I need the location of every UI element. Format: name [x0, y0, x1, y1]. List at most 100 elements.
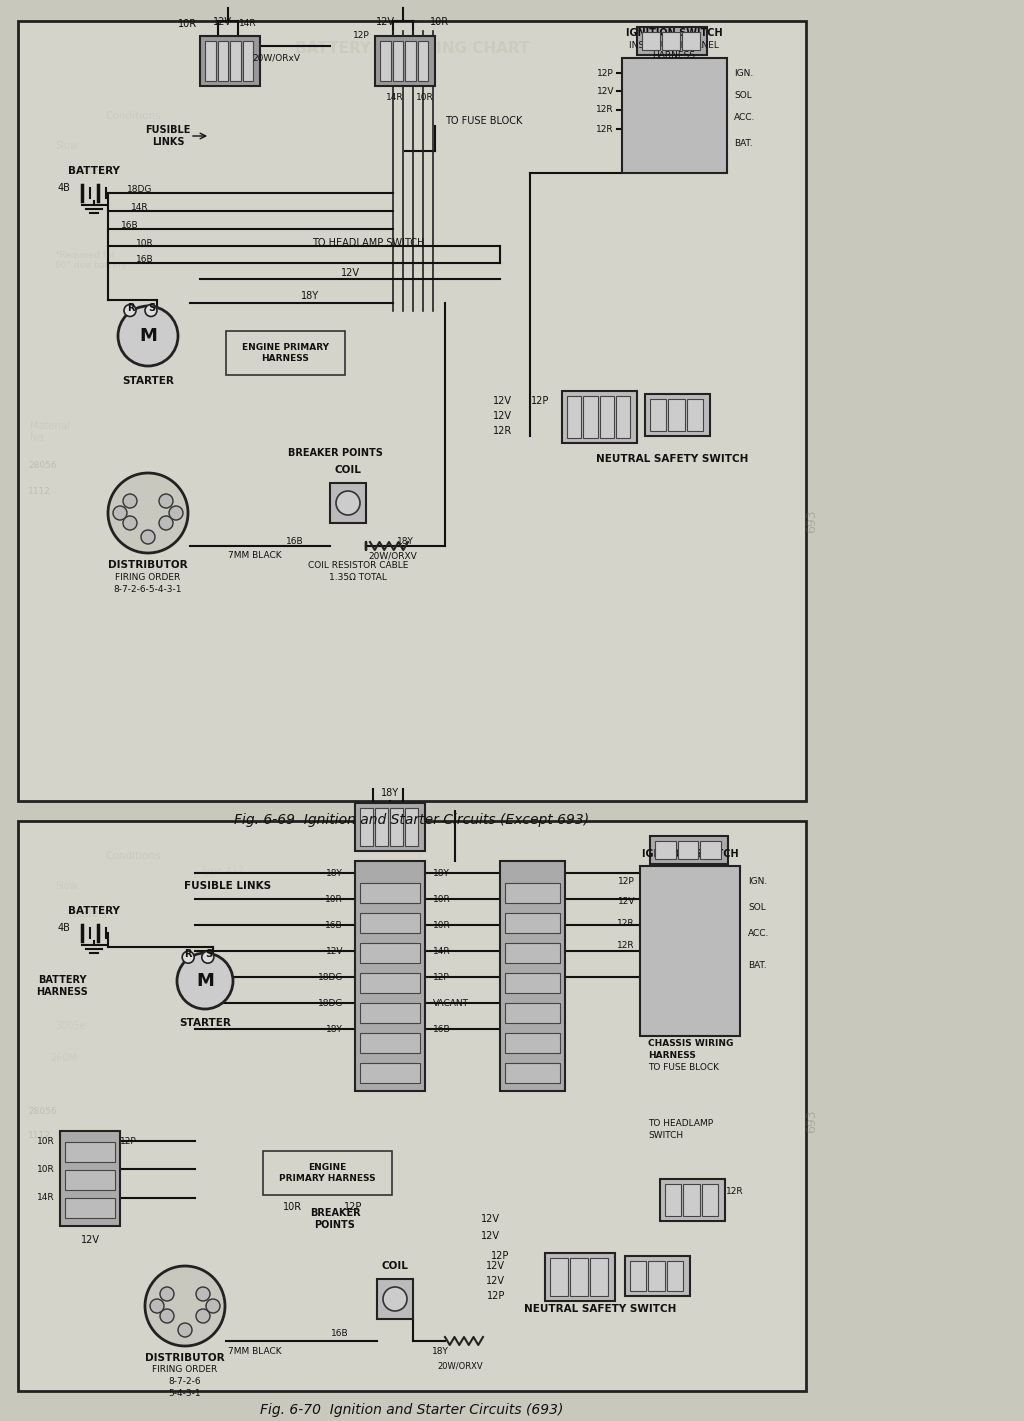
Bar — [355, 861, 425, 1091]
Bar — [648, 1260, 665, 1292]
Text: IGNITION SWITCH: IGNITION SWITCH — [626, 28, 722, 38]
Bar — [637, 27, 707, 55]
Text: R: R — [184, 949, 191, 959]
Text: 5-4-3-1: 5-4-3-1 — [169, 1390, 202, 1398]
Text: ENGINE
PRIMARY HARNESS: ENGINE PRIMARY HARNESS — [279, 1164, 376, 1182]
Text: 10R: 10R — [433, 921, 451, 929]
Text: 300M: 300M — [55, 990, 82, 1000]
Text: SOL: SOL — [748, 904, 766, 912]
Bar — [562, 391, 637, 443]
Text: 18Y: 18Y — [396, 537, 414, 546]
Bar — [505, 1063, 560, 1083]
Text: 28056: 28056 — [28, 462, 56, 470]
Text: TO FUSE BLOCK: TO FUSE BLOCK — [445, 117, 522, 126]
Text: 16B: 16B — [136, 254, 154, 263]
Text: 12P: 12P — [618, 877, 635, 885]
Circle shape — [160, 1287, 174, 1302]
Text: 10R: 10R — [178, 18, 198, 28]
Text: 260M: 260M — [50, 1053, 77, 1063]
Text: FUSIBLE LINKS: FUSIBLE LINKS — [184, 881, 271, 891]
Bar — [243, 41, 253, 81]
Bar — [622, 58, 727, 173]
Bar — [205, 41, 215, 81]
Bar — [360, 882, 420, 902]
Text: 20W/ORXV: 20W/ORXV — [369, 551, 418, 560]
Bar — [665, 1184, 681, 1216]
Text: FIRING ORDER: FIRING ORDER — [153, 1366, 218, 1374]
Text: BAT.: BAT. — [734, 138, 753, 148]
Text: 12R: 12R — [596, 125, 614, 134]
Text: 4B: 4B — [57, 924, 71, 934]
Bar — [360, 1033, 420, 1053]
Text: 14R: 14R — [386, 94, 403, 102]
Text: 12R: 12R — [617, 919, 635, 928]
Text: 12V: 12V — [480, 1214, 500, 1223]
Circle shape — [383, 1287, 407, 1312]
Bar — [380, 41, 390, 81]
Circle shape — [159, 516, 173, 530]
Text: STARTER: STARTER — [122, 377, 174, 387]
Bar — [584, 396, 597, 438]
Text: 16B: 16B — [326, 921, 343, 929]
Text: COIL RESISTOR CABLE: COIL RESISTOR CABLE — [308, 561, 409, 570]
Text: Battery: Battery — [72, 166, 109, 176]
Text: S: S — [206, 949, 213, 959]
Circle shape — [159, 495, 173, 507]
Bar — [65, 1198, 115, 1218]
Text: 10R: 10R — [416, 94, 434, 102]
Text: 12V: 12V — [597, 87, 614, 95]
Bar — [687, 399, 703, 431]
Text: ACC.: ACC. — [734, 112, 756, 122]
Text: 18Y: 18Y — [326, 1025, 343, 1033]
Bar — [700, 841, 721, 860]
Text: 16B: 16B — [433, 1025, 451, 1033]
Bar — [505, 1003, 560, 1023]
Bar — [678, 841, 698, 860]
Text: 12P: 12P — [530, 396, 549, 406]
Text: 1112: 1112 — [28, 486, 51, 496]
Circle shape — [113, 506, 127, 520]
Bar — [662, 33, 680, 50]
Bar — [360, 1063, 420, 1083]
Bar — [375, 809, 388, 845]
Text: 10R: 10R — [326, 894, 343, 904]
Text: DISTRIBUTOR: DISTRIBUTOR — [109, 560, 187, 570]
Circle shape — [160, 1309, 174, 1323]
Text: SWITCH: SWITCH — [648, 1131, 683, 1141]
Circle shape — [124, 304, 136, 317]
Circle shape — [123, 516, 137, 530]
Text: 18DG: 18DG — [127, 185, 153, 193]
Bar — [640, 865, 740, 1036]
Text: FIRING ORDER: FIRING ORDER — [116, 574, 180, 583]
Text: 14R: 14R — [433, 946, 451, 955]
Text: R: R — [127, 303, 135, 313]
Text: BATTERY: BATTERY — [68, 907, 120, 917]
Text: VACANT: VACANT — [433, 999, 469, 1007]
Text: IGN.: IGN. — [734, 68, 754, 78]
Bar — [375, 36, 435, 87]
Bar — [505, 973, 560, 993]
Bar — [650, 399, 667, 431]
Text: 12P: 12P — [353, 31, 370, 41]
Text: 12P: 12P — [120, 1137, 136, 1145]
Bar — [500, 861, 565, 1091]
Bar — [360, 973, 420, 993]
Text: 12P: 12P — [597, 68, 614, 78]
Text: 20W/ORxV: 20W/ORxV — [252, 54, 300, 63]
Text: 18DG: 18DG — [317, 972, 343, 982]
Bar — [655, 841, 676, 860]
Text: BATTERY: BATTERY — [68, 166, 120, 176]
Text: Conditions: Conditions — [105, 851, 161, 861]
Text: FUSIBLE
LINKS: FUSIBLE LINKS — [145, 125, 190, 146]
Text: 12V: 12V — [617, 897, 635, 905]
Bar — [545, 1253, 615, 1302]
Text: 1112: 1112 — [28, 1131, 51, 1141]
Circle shape — [145, 1266, 225, 1346]
Text: 12R: 12R — [617, 942, 635, 951]
Bar — [570, 1258, 588, 1296]
Text: 10R: 10R — [37, 1164, 55, 1174]
Text: BATTERY
HARNESS: BATTERY HARNESS — [36, 975, 88, 996]
Bar — [505, 944, 560, 963]
Text: 14R: 14R — [240, 20, 257, 28]
Text: 7MM BLACK: 7MM BLACK — [228, 1347, 282, 1356]
